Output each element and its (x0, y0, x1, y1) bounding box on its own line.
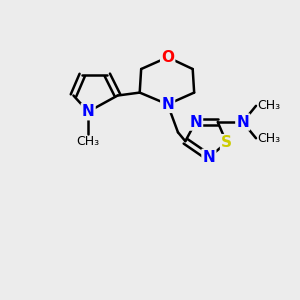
Text: CH₃: CH₃ (257, 99, 280, 112)
Text: CH₃: CH₃ (76, 135, 100, 148)
Text: CH₃: CH₃ (257, 132, 280, 145)
Text: N: N (189, 115, 202, 130)
Text: N: N (82, 104, 94, 119)
Text: N: N (161, 97, 174, 112)
Text: N: N (236, 115, 249, 130)
Text: N: N (202, 150, 215, 165)
Text: S: S (221, 135, 232, 150)
Text: O: O (161, 50, 174, 65)
